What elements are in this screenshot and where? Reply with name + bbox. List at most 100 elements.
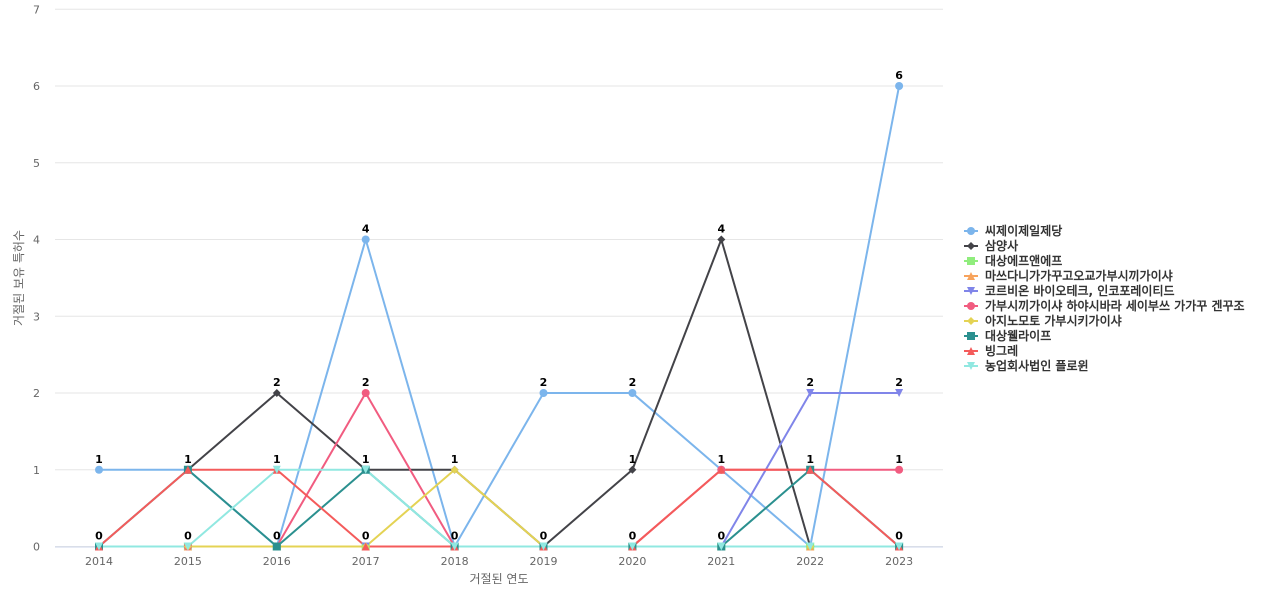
series-9-point	[717, 465, 726, 474]
data-label: 1	[362, 453, 370, 466]
legend-swatch-marker	[967, 272, 975, 280]
legend-swatch-marker	[967, 227, 975, 235]
series-1-point	[539, 389, 548, 397]
y-tick-label: 3	[33, 310, 40, 323]
data-label: 2	[540, 376, 548, 389]
data-labels: 1 0 1 0 2 1 0 4 2 1 0 1 0 2 0 2 1 0 4 1 0 2 1 6 2 1 0	[95, 69, 903, 543]
legend-item-5[interactable]: 코르비온 바이오테크, 인코포레이티드	[964, 283, 1175, 298]
legend-label: 삼양사	[985, 238, 1018, 253]
series-10-point	[450, 542, 459, 551]
y-axis-ticks: 0 1 2 3 4 5 6 7	[33, 3, 40, 553]
y-tick-label: 1	[33, 464, 40, 477]
data-label: 1	[806, 453, 814, 466]
series-6-point	[361, 389, 370, 397]
data-label: 1	[184, 453, 192, 466]
legend-label: 코르비온 바이오테크, 인코포레이티드	[985, 283, 1175, 298]
legend-swatch-marker	[967, 257, 975, 265]
data-label: 2	[362, 376, 370, 389]
legend-item-3[interactable]: 대상에프앤에프	[964, 253, 1062, 268]
series-markers	[95, 82, 904, 551]
y-tick-label: 4	[33, 234, 40, 247]
series-10-point	[895, 542, 904, 551]
legend-swatch-marker	[967, 332, 975, 340]
series-10-point	[95, 542, 103, 551]
series-9-point	[183, 465, 192, 474]
data-label: 2	[629, 376, 637, 389]
series-9-point	[806, 465, 815, 474]
x-tick-label: 2016	[263, 555, 291, 568]
legend-label: 아지노모토 가부시키가이샤	[985, 313, 1122, 328]
legend-item-9[interactable]: 빙그레	[964, 343, 1018, 358]
series-2-point	[272, 389, 281, 397]
series-10-point	[361, 465, 370, 474]
series-10-point	[183, 542, 192, 551]
data-label: 1	[95, 453, 103, 466]
series-10-line	[98, 468, 901, 548]
data-label: 0	[540, 530, 548, 543]
series-1-point	[361, 235, 370, 244]
legend-item-1[interactable]: 씨제이제일제당	[964, 223, 1062, 238]
legend-swatch-marker	[967, 287, 975, 295]
data-label: 0	[717, 530, 725, 543]
legend-label: 가부시끼가이샤 하야시바라 세이부쓰 가가꾸 겐꾸조	[985, 298, 1245, 313]
data-label: 0	[273, 530, 281, 543]
series-6-point	[895, 465, 904, 474]
series-7-line	[98, 468, 901, 548]
legend-label: 대상웰라이프	[985, 328, 1051, 343]
legend-item-8[interactable]: 대상웰라이프	[964, 328, 1051, 343]
series-10-point	[272, 465, 281, 474]
series-1-point	[95, 465, 103, 474]
data-label: 0	[451, 530, 459, 543]
legend-item-2[interactable]: 삼양사	[964, 238, 1018, 253]
y-tick-label: 7	[33, 3, 40, 16]
data-label: 0	[362, 530, 370, 543]
x-tick-label: 2023	[885, 555, 913, 568]
legend-label: 마쓰다니가가꾸고오교가부시끼가이샤	[985, 268, 1173, 283]
data-label: 2	[806, 376, 814, 389]
legend-item-10[interactable]: 농업회사법인 플로윈	[964, 358, 1089, 373]
legend-label: 씨제이제일제당	[985, 223, 1062, 238]
data-label: 1	[895, 453, 903, 466]
legend-item-7[interactable]: 아지노모토 가부시키가이샤	[964, 313, 1122, 328]
data-label: 0	[95, 530, 103, 543]
series-5-point	[895, 389, 904, 397]
series-1-point	[628, 389, 637, 397]
x-axis-title: 거절된 연도	[469, 572, 528, 586]
data-label: 0	[895, 530, 903, 543]
series-lines	[98, 85, 901, 548]
series-8-point	[272, 542, 281, 551]
legend-label: 빙그레	[985, 343, 1018, 358]
x-tick-label: 2015	[174, 555, 202, 568]
data-label: 6	[895, 69, 903, 82]
series-2-point	[628, 465, 637, 474]
y-tick-label: 2	[33, 387, 40, 400]
series-10-point	[806, 542, 815, 551]
x-tick-label: 2021	[707, 555, 735, 568]
y-tick-label: 0	[33, 541, 40, 554]
x-axis-ticks: 2014 2015 2016 2017 2018 2019 2020 2021 2022 2023	[85, 555, 913, 568]
x-tick-label: 2022	[796, 555, 824, 568]
legend-swatch-marker	[967, 317, 975, 325]
data-label: 1	[273, 453, 281, 466]
data-label: 4	[362, 223, 370, 236]
x-tick-label: 2017	[352, 555, 380, 568]
legend-swatch-marker	[967, 347, 975, 355]
legend-item-4[interactable]: 마쓰다니가가꾸고오교가부시끼가이샤	[964, 268, 1173, 283]
y-axis-title: 거절된 보유 특허수	[12, 230, 26, 326]
data-label: 2	[273, 376, 281, 389]
data-label: 0	[629, 530, 637, 543]
legend-swatch-marker	[967, 242, 975, 250]
legend-swatch-marker	[967, 362, 975, 370]
data-label: 2	[895, 376, 903, 389]
y-tick-label: 6	[33, 80, 40, 93]
legend-item-6[interactable]: 가부시끼가이샤 하야시바라 세이부쓰 가가꾸 겐꾸조	[964, 298, 1245, 313]
data-label: 4	[717, 223, 725, 236]
series-2-point	[717, 235, 726, 244]
legend-swatch-marker	[967, 302, 975, 310]
series-10-point	[717, 542, 726, 551]
x-tick-label: 2014	[85, 555, 113, 568]
legend-label: 농업회사법인 플로윈	[985, 358, 1089, 373]
